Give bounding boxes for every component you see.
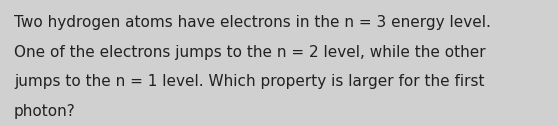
- Text: One of the electrons jumps to the n = 2 level, while the other: One of the electrons jumps to the n = 2 …: [14, 45, 485, 60]
- Text: jumps to the n = 1 level. Which property is larger for the first: jumps to the n = 1 level. Which property…: [14, 74, 484, 89]
- Text: photon?: photon?: [14, 104, 76, 119]
- Text: Two hydrogen atoms have electrons in the n = 3 energy level.: Two hydrogen atoms have electrons in the…: [14, 15, 491, 30]
